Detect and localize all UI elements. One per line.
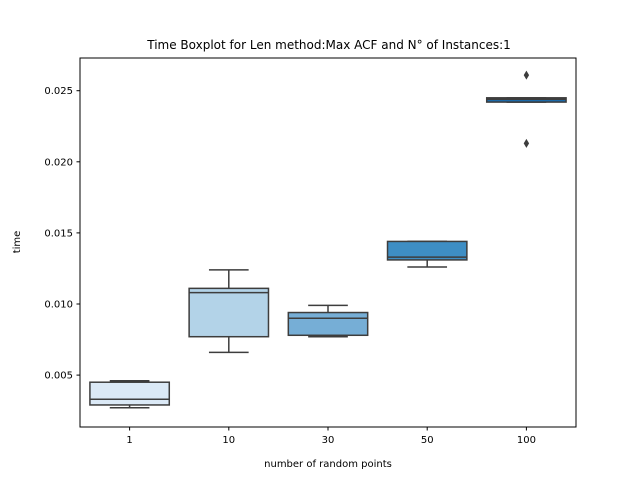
box-30 (287, 304, 369, 338)
box-1 (89, 380, 171, 409)
y-tick-label: 0.020 (44, 157, 73, 168)
y-tick-label: 0.025 (44, 86, 73, 97)
x-axis-label: number of random points (264, 459, 392, 470)
plot-frame (79, 57, 577, 428)
box-100 (485, 70, 567, 148)
y-axis-label: time (12, 231, 23, 254)
x-tick-label: 50 (421, 435, 434, 446)
y-tick-label: 0.015 (44, 228, 73, 239)
x-tick-label: 1 (126, 435, 132, 446)
box-50 (386, 240, 468, 268)
x-tick-label: 30 (322, 435, 335, 446)
x-tick-label: 10 (222, 435, 235, 446)
axes: 0.005 0.010 0.015 0.020 0.025 1 10 30 50 100 (44, 86, 536, 446)
outlier-point (523, 70, 530, 80)
plot-area (89, 70, 567, 409)
x-tick-label: 100 (517, 435, 536, 446)
outlier-point (523, 138, 530, 148)
y-tick-label: 0.010 (44, 300, 73, 311)
box-iqr (188, 287, 270, 338)
box-iqr (287, 311, 369, 337)
box-10 (188, 269, 270, 354)
box-iqr (386, 240, 468, 261)
box-iqr (89, 381, 171, 406)
chart-title: Time Boxplot for Len method:Max ACF and … (146, 38, 511, 52)
y-tick-label: 0.005 (44, 371, 73, 382)
